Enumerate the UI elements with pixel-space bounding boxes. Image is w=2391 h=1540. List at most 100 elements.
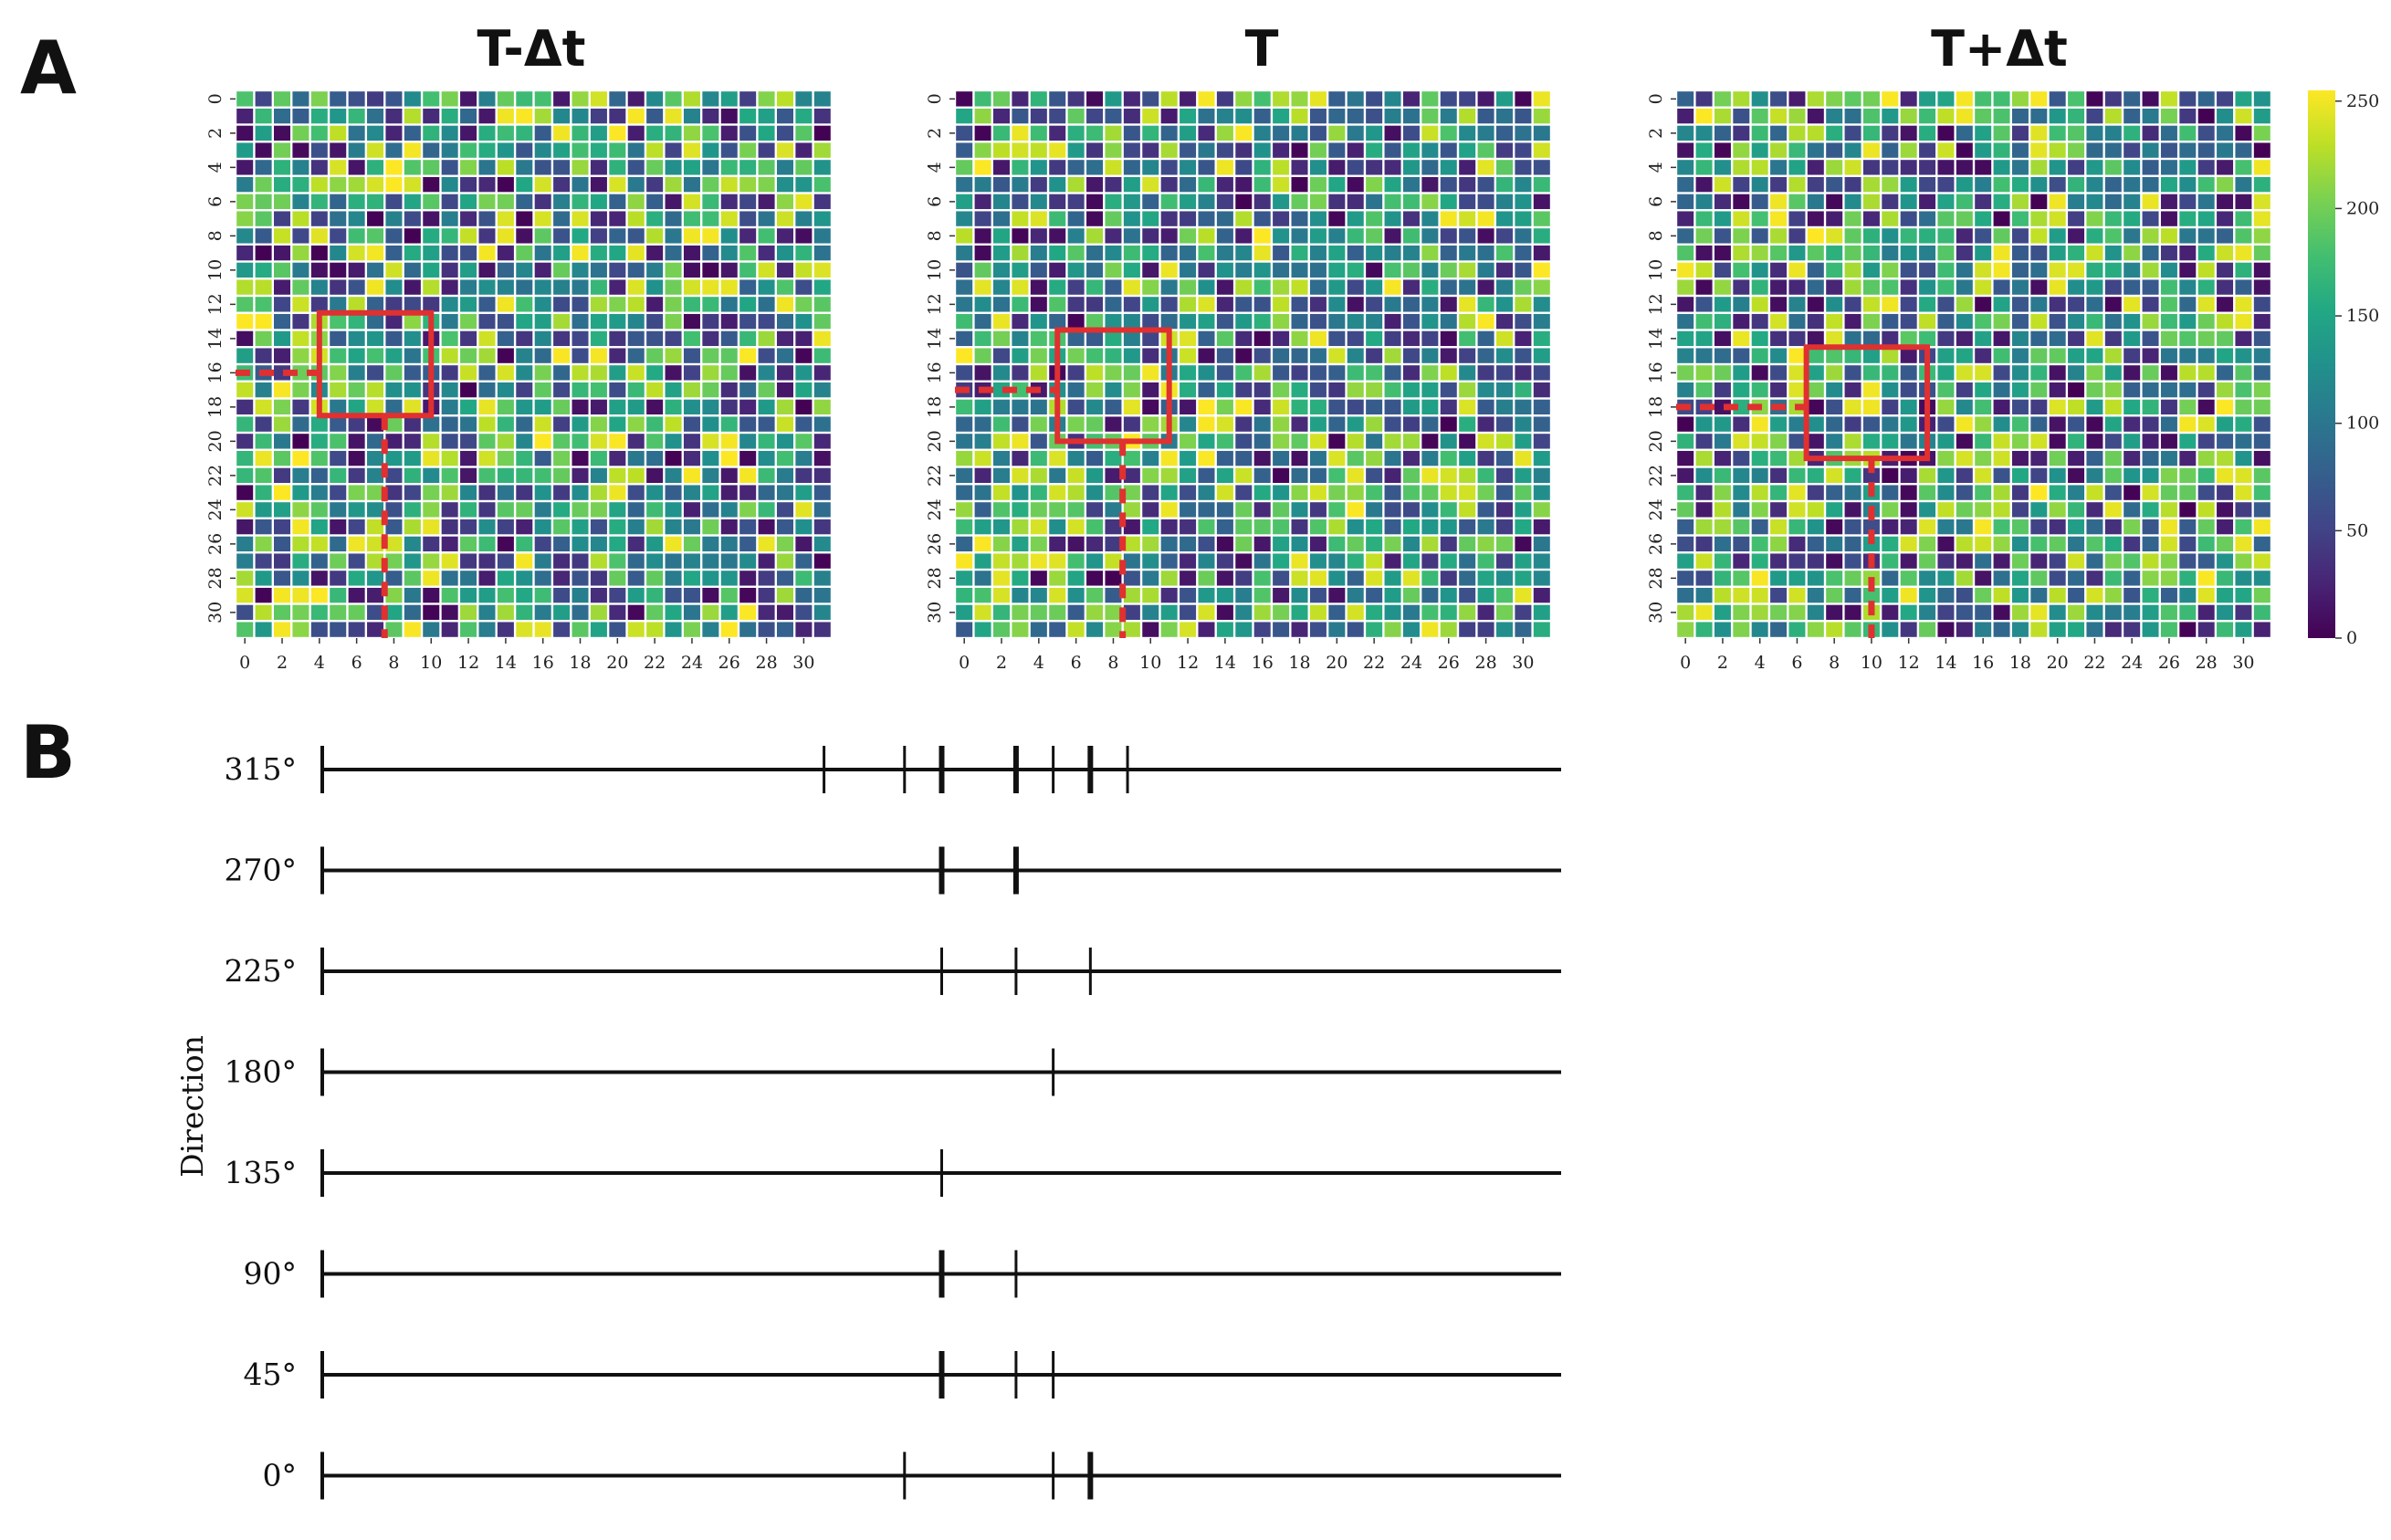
heatmap-cell [1309, 160, 1327, 175]
heatmap-cell [1826, 604, 1843, 621]
heatmap-cell [1900, 382, 1917, 398]
heatmap-cell [423, 485, 440, 500]
heatmap-cell [1844, 485, 1861, 500]
heatmap-cell [255, 245, 272, 261]
heatmap-cell [1677, 348, 1694, 363]
heatmap-cell [1751, 587, 1768, 603]
heatmap-cell [572, 450, 589, 466]
heatmap-cell [776, 587, 793, 603]
heatmap-cell [2142, 194, 2159, 210]
heatmap-cell [572, 416, 589, 432]
heatmap-cell [1160, 262, 1178, 278]
heatmap-cell [1919, 211, 1936, 226]
heatmap-cell [795, 502, 813, 518]
heatmap-cell [1291, 160, 1308, 175]
heatmap-cell [1788, 416, 1806, 432]
heatmap-cell [2086, 519, 2103, 535]
raster-row: 45° [244, 1351, 1561, 1399]
heatmap-cell [1919, 604, 1936, 621]
heatmap-cell [2197, 160, 2215, 175]
heatmap-cell [1862, 330, 1880, 347]
heatmap-cell [2217, 245, 2234, 261]
heatmap-cell [1049, 571, 1066, 586]
heatmap-cell [1253, 262, 1271, 278]
heatmap-cell [1956, 228, 1973, 244]
heatmap-cell [348, 485, 365, 500]
heatmap-cell [1495, 434, 1513, 449]
heatmap-cell [2179, 502, 2197, 518]
heatmap-cell [1844, 604, 1861, 621]
heatmap-cell [1142, 142, 1159, 158]
heatmap-cell [974, 262, 991, 278]
heatmap-cell [1900, 587, 1917, 603]
heatmap-cell [2179, 467, 2197, 484]
heatmap-cell [2160, 450, 2177, 466]
heatmap-cell [1180, 91, 1197, 107]
heatmap-cell [813, 450, 831, 466]
heatmap-cell [1216, 348, 1233, 363]
heatmap-cell [993, 176, 1011, 193]
heatmap-cell [404, 245, 421, 261]
heatmap-cell [1882, 348, 1899, 363]
direction-label: 180° [225, 1054, 298, 1090]
heatmap-cell [1937, 450, 1955, 466]
heatmap-cell [460, 160, 477, 175]
heatmap-cell [1751, 176, 1768, 193]
heatmap-cell [993, 279, 1011, 295]
heatmap-cell [683, 194, 700, 210]
heatmap-cell [1366, 348, 1383, 363]
heatmap-cell [739, 262, 757, 278]
heatmap-cell [1328, 604, 1346, 621]
heatmap-cell [1770, 160, 1788, 175]
heatmap-cell [956, 519, 973, 535]
heatmap-cell [2104, 399, 2122, 415]
heatmap-cell [627, 91, 645, 107]
heatmap-cell [776, 194, 793, 210]
heatmap-cell [1677, 622, 1694, 637]
heatmap-cell [1030, 502, 1047, 518]
heatmap-cell [330, 502, 347, 518]
heatmap-cell [795, 519, 813, 535]
heatmap-cell [1495, 142, 1513, 158]
heatmap-cell [1533, 245, 1550, 261]
heatmap-cell [2030, 502, 2048, 518]
heatmap-cell [1049, 467, 1066, 484]
heatmap-cell [1495, 176, 1513, 193]
heatmap-cell [1677, 160, 1694, 175]
heatmap-cell [590, 313, 607, 330]
heatmap-cell [1253, 330, 1271, 347]
heatmap-cell [478, 108, 496, 124]
heatmap-cell [572, 587, 589, 603]
heatmap-cell [993, 382, 1011, 398]
heatmap-cell [758, 160, 775, 175]
heatmap-cell [404, 434, 421, 449]
heatmap-cell [758, 604, 775, 621]
heatmap-cell [1826, 125, 1843, 141]
heatmap-title: T+Δt [1931, 20, 2068, 78]
heatmap-cell [813, 160, 831, 175]
heatmap-cell [1751, 450, 1768, 466]
heatmap-cell [1049, 622, 1066, 637]
heatmap-cell [1216, 313, 1233, 330]
heatmap-cell [758, 485, 775, 500]
heatmap-cell [1402, 450, 1420, 466]
heatmap-cell [1515, 125, 1532, 141]
heatmap-cell [236, 194, 254, 210]
heatmap-cell [2142, 125, 2159, 141]
x-tick-label: 30 [1512, 653, 1534, 673]
heatmap-cell [1807, 536, 1824, 552]
heatmap-cell [1826, 194, 1843, 210]
heatmap-cell [1900, 365, 1917, 381]
heatmap-cell [441, 228, 458, 244]
heatmap-cell [1216, 125, 1233, 141]
heatmap-cell [1477, 604, 1494, 621]
heatmap-cell [1384, 176, 1401, 193]
heatmap-cell [1956, 382, 1973, 398]
heatmap-cell [2011, 348, 2029, 363]
heatmap-cell [1198, 399, 1215, 415]
heatmap-cell [646, 245, 664, 261]
heatmap-cell [1751, 434, 1768, 449]
heatmap-cell [1291, 365, 1308, 381]
heatmap-cell [2030, 211, 2048, 226]
heatmap-cell [2142, 622, 2159, 637]
